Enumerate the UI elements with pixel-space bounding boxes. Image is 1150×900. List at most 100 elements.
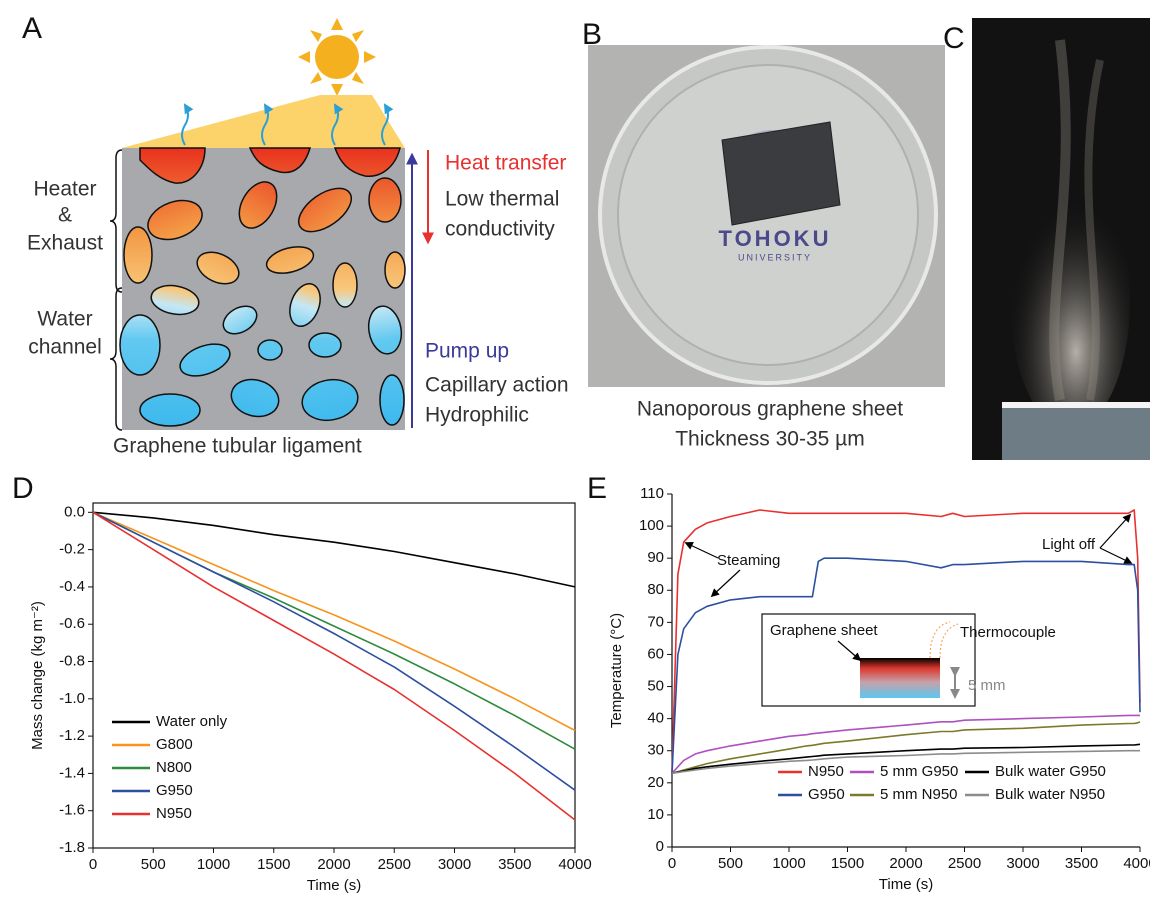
y-axis-title: Mass change (kg m⁻²) (29, 601, 46, 750)
x-tick-label: 500 (718, 855, 743, 872)
y-tick-label: 90 (647, 549, 664, 566)
vapor-arrows (181, 103, 394, 146)
caption: Graphene tubular ligament (113, 435, 362, 458)
photo-text: UNIVERSITY (738, 252, 812, 262)
panel-label: C (943, 22, 965, 55)
panel-label: A (22, 12, 42, 45)
x-tick-label: 1000 (197, 856, 230, 873)
label: Water (37, 308, 92, 331)
annotation: Steaming (717, 552, 780, 569)
x-tick-label: 3000 (1006, 855, 1039, 872)
y-tick-label: -0.8 (59, 652, 85, 669)
x-tick-label: 2000 (889, 855, 922, 872)
data-line (671, 743, 1141, 774)
y-tick-label: -1.4 (59, 764, 85, 781)
data-line (671, 749, 1140, 774)
label: Heater (33, 178, 96, 201)
annotation: 5 mm (968, 677, 1006, 694)
pores (119, 147, 406, 427)
y-tick-label: 30 (647, 742, 664, 759)
data-line (671, 714, 1140, 774)
panel-label: B (582, 18, 602, 51)
label: & (58, 204, 72, 227)
x-tick-label: 4000 (558, 856, 591, 873)
sun (298, 18, 376, 96)
photo (972, 18, 1150, 460)
y-tick-label: 40 (647, 710, 664, 727)
legend-label: N950 (808, 763, 844, 780)
y-tick-label: 0.0 (64, 503, 85, 520)
y-tick-label: -0.6 (59, 615, 85, 632)
x-tick-label: 3000 (438, 856, 471, 873)
annotation: Light off (1042, 536, 1096, 553)
x-tick-label: 2500 (378, 856, 411, 873)
x-tick-label: 500 (141, 856, 166, 873)
x-axis-title: Time (s) (307, 877, 361, 894)
data-line (671, 509, 1141, 774)
legend-label: G800 (156, 736, 193, 753)
data-line (671, 557, 1141, 774)
y-tick-label: 110 (640, 485, 664, 502)
label: conductivity (445, 218, 555, 241)
label: channel (28, 336, 102, 359)
data-line (92, 511, 576, 821)
data-line (92, 511, 576, 732)
annotation: Graphene sheet (770, 622, 878, 639)
x-tick-label: 1000 (772, 855, 805, 872)
y-tick-label: 60 (647, 645, 664, 662)
y-tick-label: 80 (647, 581, 664, 598)
label: Heat transfer (445, 152, 566, 175)
y-tick-label: 50 (647, 678, 664, 695)
photo-text: TOHOKU (719, 226, 832, 251)
x-tick-label: 0 (89, 856, 97, 873)
data-line (671, 721, 1141, 774)
label: Capillary action (425, 374, 569, 397)
inset (684, 513, 1133, 707)
x-tick-label: 3500 (498, 856, 531, 873)
legend-label: Water only (156, 713, 228, 730)
caption: Thickness 30-35 µm (675, 428, 865, 451)
y-tick-label: -1.8 (59, 839, 85, 856)
x-tick-label: 1500 (257, 856, 290, 873)
x-tick-label: 2500 (948, 855, 981, 872)
x-tick-label: 1500 (831, 855, 864, 872)
x-tick-label: 2000 (317, 856, 350, 873)
x-axis-title: Time (s) (879, 876, 933, 893)
y-tick-label: 0 (656, 838, 664, 855)
y-tick-label: 20 (647, 774, 664, 791)
y-tick-label: 70 (647, 613, 664, 630)
legend-label: N800 (156, 759, 192, 776)
caption: Nanoporous graphene sheet (637, 398, 903, 421)
legend-label: Bulk water G950 (995, 763, 1106, 780)
legend-label: 5 mm N950 (880, 786, 958, 803)
legend-label: N950 (156, 805, 192, 822)
y-tick-label: 100 (639, 517, 664, 534)
x-tick-label: 4000 (1123, 855, 1150, 872)
legend-label: G950 (808, 786, 845, 803)
x-tick-label: 0 (668, 855, 676, 872)
y-tick-label: -0.2 (59, 541, 85, 558)
panel-label: D (12, 472, 34, 505)
label: Exhaust (27, 232, 103, 255)
y-tick-label: -1.2 (59, 727, 85, 744)
y-tick-label: -0.4 (59, 578, 85, 595)
y-tick-label: -1.0 (59, 690, 85, 707)
legend-label: G950 (156, 782, 193, 799)
x-tick-label: 3500 (1065, 855, 1098, 872)
photo: TOHOKU UNIVERSITY (588, 45, 945, 387)
label: Low thermal (445, 188, 559, 211)
braces (109, 149, 123, 431)
y-tick-label: 10 (647, 806, 664, 823)
legend-label: 5 mm G950 (880, 763, 958, 780)
label: Pump up (425, 340, 509, 363)
y-axis-title: Temperature (°C) (608, 613, 625, 728)
annotation: Thermocouple (960, 624, 1056, 641)
data-line (92, 511, 576, 588)
panel-label: E (587, 472, 607, 505)
data-line (92, 511, 576, 791)
legend-label: Bulk water N950 (995, 786, 1105, 803)
label: Hydrophilic (425, 404, 529, 427)
y-tick-label: -1.6 (59, 802, 85, 819)
